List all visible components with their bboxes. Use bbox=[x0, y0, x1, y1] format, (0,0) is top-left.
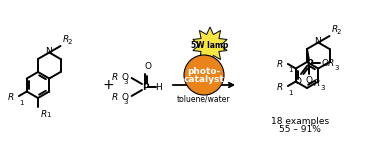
Text: R: R bbox=[112, 73, 118, 81]
Text: H: H bbox=[156, 82, 163, 92]
Text: O: O bbox=[122, 92, 129, 101]
Text: 2: 2 bbox=[336, 30, 341, 35]
Text: R: R bbox=[332, 25, 338, 34]
Text: 1: 1 bbox=[46, 112, 51, 118]
Text: 1: 1 bbox=[288, 68, 293, 73]
Text: 3: 3 bbox=[320, 85, 324, 91]
Text: R: R bbox=[277, 60, 283, 69]
Text: 5W lamp: 5W lamp bbox=[191, 41, 229, 49]
Text: R: R bbox=[62, 35, 69, 44]
Text: photo-: photo- bbox=[187, 68, 221, 76]
Text: O: O bbox=[144, 62, 152, 71]
Text: O: O bbox=[305, 76, 313, 85]
Text: O: O bbox=[122, 73, 129, 81]
Text: 1: 1 bbox=[19, 100, 24, 106]
Text: P: P bbox=[306, 59, 312, 68]
Text: R: R bbox=[314, 78, 320, 87]
Text: catalyst: catalyst bbox=[184, 76, 225, 84]
Text: R: R bbox=[8, 92, 14, 102]
Text: +: + bbox=[102, 78, 114, 92]
Text: O: O bbox=[322, 59, 329, 68]
Text: 3: 3 bbox=[124, 99, 128, 105]
Circle shape bbox=[184, 55, 224, 95]
Text: 3: 3 bbox=[124, 79, 128, 85]
Text: 2: 2 bbox=[68, 40, 72, 46]
Text: 18 examples: 18 examples bbox=[271, 117, 329, 127]
Polygon shape bbox=[193, 27, 227, 63]
Text: N: N bbox=[45, 46, 52, 56]
Text: 3: 3 bbox=[334, 65, 339, 71]
Text: R: R bbox=[41, 110, 47, 119]
Text: 55 – 91%: 55 – 91% bbox=[279, 125, 321, 135]
Text: P: P bbox=[142, 82, 148, 92]
Text: N: N bbox=[314, 36, 321, 46]
Text: toluene/water: toluene/water bbox=[177, 95, 231, 104]
Text: R: R bbox=[112, 92, 118, 101]
Text: R: R bbox=[277, 83, 283, 92]
Text: O: O bbox=[294, 77, 302, 86]
Text: R: R bbox=[328, 59, 334, 68]
Text: 1: 1 bbox=[288, 89, 293, 96]
